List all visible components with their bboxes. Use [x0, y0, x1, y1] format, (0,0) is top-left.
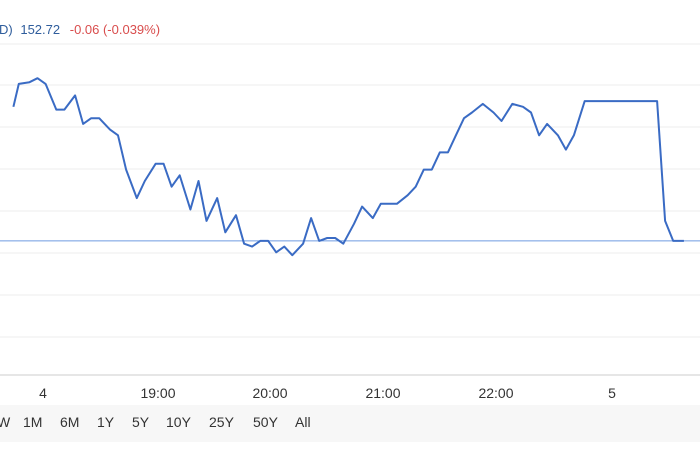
range-selector-bar [0, 405, 700, 442]
range-button-10y[interactable]: 10Y [166, 414, 191, 430]
quote-label-tail: D) [0, 22, 13, 37]
range-button-50y[interactable]: 50Y [253, 414, 278, 430]
range-button-1y[interactable]: 1Y [97, 414, 115, 430]
x-tick-label: 4 [39, 385, 47, 401]
x-tick-label: 19:00 [140, 385, 175, 401]
range-button-1m[interactable]: 1M [23, 414, 43, 430]
quote-change: -0.06 (-0.039%) [70, 22, 160, 37]
x-tick-label: 5 [608, 385, 616, 401]
range-button-6m[interactable]: 6M [60, 414, 80, 430]
x-axis-ticks: 4 19:00 20:00 21:00 22:00 5 [39, 385, 616, 401]
range-button-all[interactable]: All [295, 414, 311, 430]
grid-lines [0, 43, 700, 376]
range-button-25y[interactable]: 25Y [209, 414, 234, 430]
x-tick-label: 21:00 [365, 385, 400, 401]
quote-label: D) 152.72 -0.06 (-0.039%) [0, 22, 160, 37]
x-tick-label: 20:00 [252, 385, 287, 401]
range-button-5y[interactable]: 5Y [132, 414, 150, 430]
price-line [12, 77, 684, 257]
range-button-w[interactable]: W [0, 414, 11, 430]
quote-price: 152.72 [20, 22, 60, 37]
x-tick-label: 22:00 [478, 385, 513, 401]
series-line [12, 77, 684, 257]
